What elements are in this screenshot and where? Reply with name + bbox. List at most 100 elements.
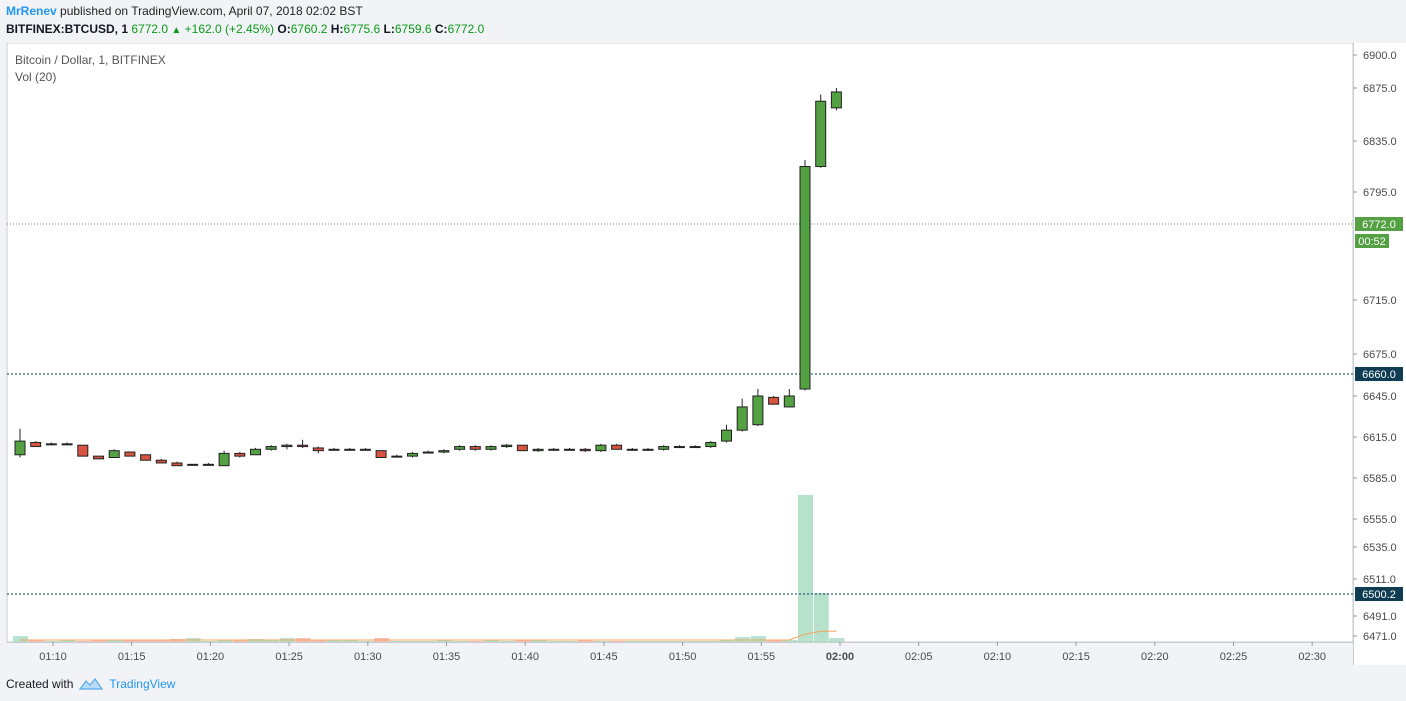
change-value: +162.0 (+2.45%) xyxy=(184,22,275,36)
volume-bar xyxy=(531,640,547,642)
candle-body xyxy=(218,452,230,467)
volume-bar xyxy=(13,636,28,642)
price-chart[interactable]: 6660.0 6500.2 6900.0 6875.0 6835.0 6795.0 6715… xyxy=(6,42,1406,665)
candle-body xyxy=(673,446,685,449)
candle-body xyxy=(328,448,340,451)
y-tick-label: 6471.0 xyxy=(1363,631,1397,643)
volume-bar xyxy=(122,640,138,642)
candle-body xyxy=(14,440,26,456)
candle-body xyxy=(422,451,434,454)
candle-body xyxy=(265,446,277,450)
tradingview-link[interactable]: TradingView xyxy=(109,677,176,691)
x-tick-label: 01:45 xyxy=(590,651,618,663)
candle-body xyxy=(407,452,418,457)
volume-bar xyxy=(750,636,766,642)
created-with-text: Created with xyxy=(6,677,74,691)
volume-bar xyxy=(641,641,656,642)
volume-bar xyxy=(436,640,452,642)
candle-body xyxy=(658,446,670,450)
volume-bar xyxy=(688,641,704,642)
close-value: 6772.0 xyxy=(447,22,485,36)
candle-body xyxy=(359,448,371,451)
volume-bar xyxy=(107,640,123,642)
volume-bar xyxy=(311,640,327,642)
candle-body xyxy=(438,450,450,453)
chart-legend-title: Bitcoin / Dollar, 1, BITFINEX xyxy=(15,53,166,67)
candle-body xyxy=(155,459,167,464)
volume-bar xyxy=(609,641,625,642)
candle-body xyxy=(595,444,607,452)
candle-body xyxy=(77,444,89,457)
chart-area[interactable]: 6660.0 6500.2 6900.0 6875.0 6835.0 6795.0 6715… xyxy=(6,42,1406,665)
volume-bar xyxy=(264,640,280,642)
volume-bar xyxy=(515,640,531,642)
y-tick-label: 6835.0 xyxy=(1363,136,1397,148)
volume-bar xyxy=(358,641,374,642)
close-label: C: xyxy=(434,22,448,36)
volume-bar xyxy=(28,640,44,642)
candle-body xyxy=(501,444,513,448)
y-tick-label: 6675.0 xyxy=(1363,349,1397,361)
volume-bar xyxy=(656,641,672,642)
candle-body xyxy=(626,448,638,451)
x-tick-label: 02:20 xyxy=(1141,651,1169,663)
x-tick-label: 02:15 xyxy=(1062,651,1090,663)
y-tick-label: 6900.0 xyxy=(1363,50,1397,62)
volume-bar xyxy=(138,640,154,642)
candle-body xyxy=(689,446,701,449)
volume-bar xyxy=(719,640,735,642)
candle-body xyxy=(783,395,795,408)
candle-body xyxy=(375,450,387,458)
candle-body xyxy=(705,441,717,448)
volume-bar xyxy=(389,641,405,642)
footer: Created with TradingView xyxy=(6,675,175,693)
volume-bar xyxy=(342,640,358,642)
x-tick-label: 01:25 xyxy=(275,651,303,663)
volume-bar xyxy=(201,641,217,642)
candle-body xyxy=(799,166,811,390)
candle-body xyxy=(611,444,623,450)
candle-body xyxy=(202,463,214,466)
candle-body xyxy=(124,451,136,457)
candle-body xyxy=(45,443,57,446)
candle-body xyxy=(250,448,261,456)
y-tick-label: 6645.0 xyxy=(1363,391,1397,403)
level-price-label: 6660.0 xyxy=(1362,369,1396,381)
y-tick-label: 6535.0 xyxy=(1363,542,1397,554)
candle-body xyxy=(108,450,120,458)
candle-body xyxy=(312,447,324,452)
volume-bar xyxy=(468,641,484,642)
candle-body xyxy=(140,454,152,461)
x-tick-label: 01:50 xyxy=(669,651,697,663)
volume-bar xyxy=(44,641,60,642)
y-tick-label: 6511.0 xyxy=(1363,574,1396,586)
y-tick-label: 6585.0 xyxy=(1363,473,1397,485)
volume-bar xyxy=(546,641,562,642)
candle-body xyxy=(391,455,403,458)
x-tick-label: 02:05 xyxy=(905,651,933,663)
volume-bar xyxy=(75,641,91,642)
volume-bar xyxy=(798,495,813,642)
candle-body xyxy=(642,448,654,451)
volume-ma-line xyxy=(20,630,837,641)
countdown-label-bg xyxy=(1355,234,1389,248)
candle-body xyxy=(579,448,591,452)
candle-body xyxy=(61,443,73,446)
volume-bar xyxy=(484,640,499,642)
candle-body xyxy=(736,406,748,431)
x-tick-label: 01:15 xyxy=(118,651,146,663)
level-price-label-bg xyxy=(1355,367,1403,381)
y-tick-label: 6875.0 xyxy=(1363,83,1397,95)
candle-body xyxy=(281,444,293,448)
low-value: 6759.6 xyxy=(394,22,432,36)
volume-legend: Vol (20) xyxy=(15,70,57,84)
volume-bar xyxy=(813,593,829,642)
y-tick-label: 6795.0 xyxy=(1363,187,1397,199)
tradingview-logo-icon xyxy=(79,678,104,690)
volume-bar xyxy=(829,638,845,642)
x-tick-label: 02:30 xyxy=(1298,651,1326,663)
volume-bar xyxy=(562,641,578,642)
volume-bar xyxy=(593,641,609,642)
last-price-label: 6772.0 xyxy=(1362,219,1396,231)
author-link[interactable]: MrRenev xyxy=(6,4,57,18)
